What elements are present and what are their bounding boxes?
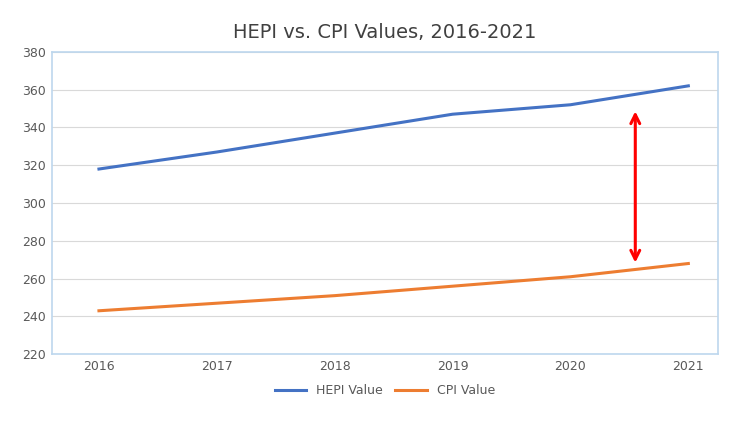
Line: CPI Value: CPI Value — [99, 264, 688, 311]
HEPI Value — [448, 111, 457, 117]
CPI Value — [448, 283, 457, 289]
CPI Value — [330, 293, 339, 298]
CPI Value — [95, 308, 104, 313]
HEPI Value — [212, 149, 221, 155]
Title: HEPI vs. CPI Values, 2016-2021: HEPI vs. CPI Values, 2016-2021 — [233, 23, 536, 42]
HEPI Value — [566, 102, 575, 108]
HEPI Value — [330, 130, 339, 136]
Legend: HEPI Value, CPI Value: HEPI Value, CPI Value — [270, 379, 500, 403]
CPI Value — [684, 261, 693, 266]
Line: HEPI Value: HEPI Value — [99, 86, 688, 169]
HEPI Value — [684, 83, 693, 89]
CPI Value — [212, 301, 221, 306]
HEPI Value — [95, 166, 104, 172]
CPI Value — [566, 274, 575, 280]
